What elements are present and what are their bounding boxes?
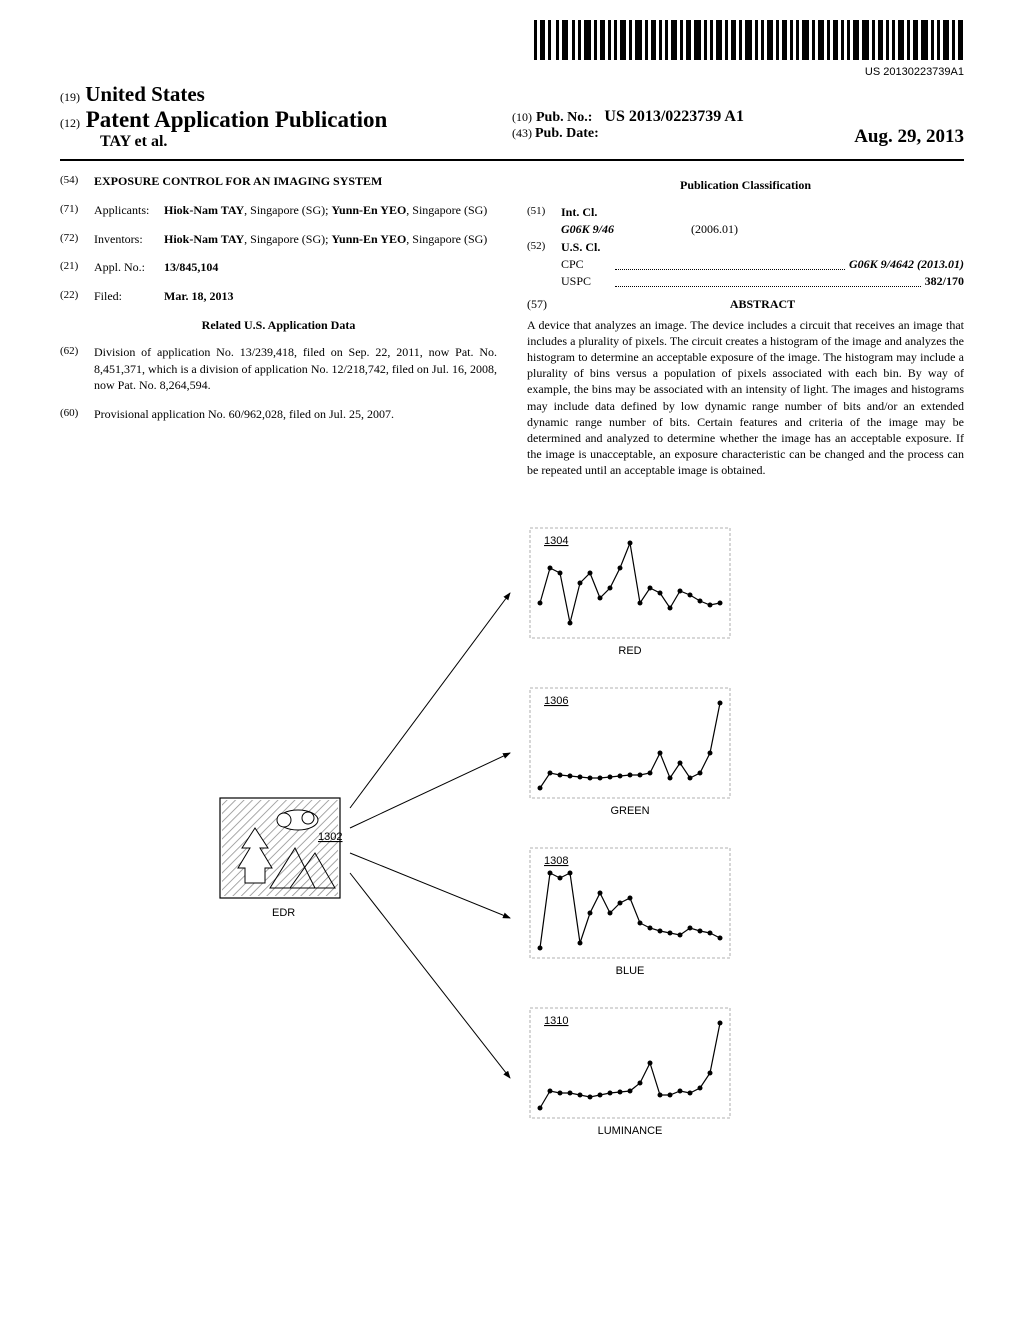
applicant-2: Yunn-En YEO [331, 203, 406, 217]
prefix-72: (72) [60, 231, 94, 248]
provisional-text: Provisional application No. 60/962,028, … [94, 406, 497, 423]
uspc-line: USPC 382/170 [561, 273, 964, 290]
cpc-line: CPC G06K 9/4642 (2013.01) [561, 256, 964, 273]
appl-no: 13/845,104 [164, 259, 497, 276]
header-left: (19) United States (12) Patent Applicati… [60, 82, 512, 151]
entry-appl-no: (21) Appl. No.: 13/845,104 [60, 259, 497, 276]
classification-heading: Publication Classification [527, 177, 964, 194]
body-columns: (54) EXPOSURE CONTROL FOR AN IMAGING SYS… [60, 173, 964, 478]
pub-date-value: Aug. 29, 2013 [854, 126, 964, 148]
divider [60, 159, 964, 161]
figure-svg: 1302 EDR 1304 RED 1306 GREEN 1308 BLUE 1310 LUM… [60, 518, 960, 1178]
prefix-10: (10) [512, 110, 532, 124]
uspc-value: 382/170 [925, 273, 964, 290]
applicants-label: Applicants: [94, 202, 164, 219]
entry-applicants: (71) Applicants: Hiok-Nam TAY, Singapore… [60, 202, 497, 219]
country: United States [85, 82, 205, 106]
int-cl-code: G06K 9/46 [561, 221, 691, 238]
right-column: Publication Classification (51) Int. Cl.… [527, 173, 964, 478]
filed-date: Mar. 18, 2013 [164, 288, 497, 305]
entry-division: (62) Division of application No. 13/239,… [60, 344, 497, 394]
entry-int-cl: (51) Int. Cl. G06K 9/46 (2006.01) [527, 204, 964, 238]
prefix-22: (22) [60, 288, 94, 305]
barcode-section: US 20130223739A1 [60, 20, 964, 78]
prefix-57: (57) [527, 296, 561, 313]
inventors-label: Inventors: [94, 231, 164, 248]
pub-no-value: US 2013/0223739 A1 [604, 108, 744, 125]
source-label: EDR [272, 907, 295, 919]
chart-green: 1306 GREEN [530, 688, 730, 817]
entry-inventors: (72) Inventors: Hiok-Nam TAY, Singapore … [60, 231, 497, 248]
header-country-line: (19) United States [60, 82, 512, 107]
doc-type: Patent Application Publication [86, 107, 388, 132]
entry-filed: (22) Filed: Mar. 18, 2013 [60, 288, 497, 305]
chart-red: 1304 RED [530, 528, 730, 657]
abstract-header: (57) ABSTRACT [527, 296, 964, 313]
filed-label: Filed: [94, 288, 164, 305]
prefix-62: (62) [60, 344, 94, 394]
division-text: Division of application No. 13/239,418, … [94, 344, 497, 394]
barcode [534, 20, 964, 64]
pub-no-label: Pub. No.: [536, 110, 592, 125]
appl-no-label: Appl. No.: [94, 259, 164, 276]
header-right: (10) Pub. No.: US 2013/0223739 A1 (43) P… [512, 82, 964, 148]
prefix-43: (43) [512, 126, 532, 140]
svg-text:LUMINANCE: LUMINANCE [598, 1125, 663, 1137]
svg-text:1306: 1306 [544, 695, 568, 707]
svg-text:1304: 1304 [544, 535, 568, 547]
inventor-2: Yunn-En YEO [331, 232, 406, 246]
cpc-label: CPC [561, 256, 611, 273]
pub-date-line: (43) Pub. Date: Aug. 29, 2013 [512, 126, 964, 148]
chart-luminance: 1310 LUMINANCE [530, 1008, 730, 1137]
abstract-label: ABSTRACT [561, 296, 964, 313]
prefix-60: (60) [60, 406, 94, 423]
prefix-51: (51) [527, 204, 561, 238]
svg-text:1310: 1310 [544, 1015, 568, 1027]
svg-text:BLUE: BLUE [616, 965, 645, 977]
cpc-value: G06K 9/4642 (2013.01) [849, 256, 964, 273]
prefix-12: (12) [60, 116, 80, 130]
prefix-52: (52) [527, 239, 561, 289]
entry-title: (54) EXPOSURE CONTROL FOR AN IMAGING SYS… [60, 173, 497, 190]
entry-us-cl: (52) U.S. Cl. CPC G06K 9/4642 (2013.01) … [527, 239, 964, 289]
abstract-text: A device that analyzes an image. The dev… [527, 317, 964, 479]
figure-container: 1302 EDR 1304 RED 1306 GREEN 1308 BLUE 1310 LUM… [60, 518, 964, 1182]
pub-no-line: (10) Pub. No.: US 2013/0223739 A1 [512, 108, 964, 126]
svg-text:1308: 1308 [544, 855, 568, 867]
prefix-54: (54) [60, 173, 94, 190]
uspc-label: USPC [561, 273, 611, 290]
prefix-21: (21) [60, 259, 94, 276]
entry-provisional: (60) Provisional application No. 60/962,… [60, 406, 497, 423]
header-row: (19) United States (12) Patent Applicati… [60, 82, 964, 151]
related-heading: Related U.S. Application Data [60, 317, 497, 334]
header-authors: TAY et al. [60, 133, 512, 151]
svg-text:GREEN: GREEN [610, 805, 649, 817]
int-cl-label: Int. Cl. [561, 204, 964, 221]
applicant-1: Hiok-Nam TAY [164, 203, 244, 217]
prefix-71: (71) [60, 202, 94, 219]
us-cl-label: U.S. Cl. [561, 239, 964, 256]
left-column: (54) EXPOSURE CONTROL FOR AN IMAGING SYS… [60, 173, 497, 478]
inventor-1: Hiok-Nam TAY [164, 232, 244, 246]
chart-blue: 1308 BLUE [530, 848, 730, 977]
pub-date-label: Pub. Date: [535, 126, 599, 141]
header-doctype-line: (12) Patent Application Publication [60, 107, 512, 133]
barcode-label: US 20130223739A1 [60, 66, 964, 78]
svg-text:RED: RED [618, 645, 641, 657]
prefix-19: (19) [60, 90, 80, 104]
title: EXPOSURE CONTROL FOR AN IMAGING SYSTEM [94, 173, 497, 190]
int-cl-year: (2006.01) [691, 221, 738, 238]
source-ref: 1302 [318, 831, 342, 843]
